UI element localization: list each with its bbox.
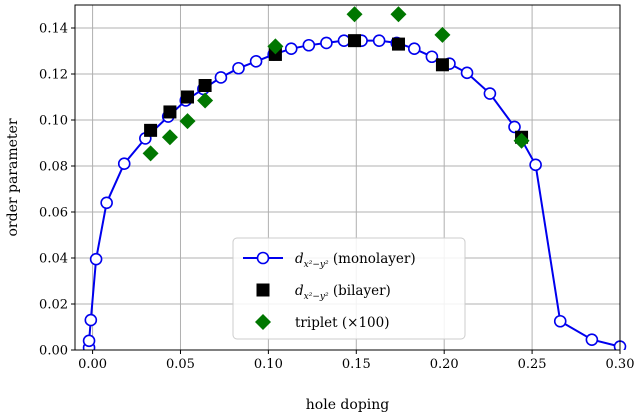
data-point <box>434 26 451 43</box>
data-point <box>425 50 439 64</box>
y-tick-label: 0.08 <box>39 160 68 175</box>
legend-label-subscript: x²−y² <box>304 292 329 302</box>
plot-frame <box>74 4 621 351</box>
y-tick-label: 0.14 <box>39 22 68 37</box>
data-point <box>302 38 316 52</box>
data-point <box>337 34 351 47</box>
data-point <box>483 87 497 100</box>
data-point <box>390 6 407 23</box>
legend-label-suffix: (monolayer) <box>329 251 416 267</box>
data-point <box>198 79 212 92</box>
legend-label-main: d <box>295 283 304 299</box>
legend-item: dx²−y² (bilayer) <box>256 283 391 302</box>
data-point <box>197 92 214 109</box>
data-point <box>142 145 159 162</box>
legend: dx²−y² (monolayer)dx²−y² (bilayer)triple… <box>232 237 466 340</box>
data-point <box>435 58 449 72</box>
y-tick-label: 0.10 <box>39 114 68 129</box>
data-point <box>585 333 599 346</box>
legend-item: triplet (×100) <box>255 314 389 331</box>
data-point <box>144 123 158 137</box>
x-tick-label: 0.10 <box>254 357 283 372</box>
data-point <box>320 36 333 50</box>
data-point <box>267 38 284 55</box>
data-point <box>284 42 298 56</box>
y-tick-label: 0.12 <box>39 68 68 83</box>
y-axis-title: order parameter <box>5 118 21 236</box>
grid <box>75 5 621 351</box>
data-point <box>163 105 177 119</box>
x-tick-label: 0.00 <box>78 357 107 372</box>
legend-label: dx²−y² (bilayer) <box>295 283 391 302</box>
data-point <box>268 47 282 61</box>
data-point <box>249 55 263 68</box>
y-tick-label: 0.02 <box>39 298 68 313</box>
data-point <box>408 42 421 56</box>
data-point <box>348 34 362 48</box>
data-point <box>529 158 542 172</box>
y-tick-label: 0.00 <box>39 344 68 359</box>
y-tick-label: 0.06 <box>39 206 68 221</box>
data-point <box>89 252 103 266</box>
series-2 <box>142 6 530 162</box>
y-tick-label: 0.04 <box>39 252 68 267</box>
legend-label-main: d <box>295 251 304 267</box>
legend-box <box>232 237 466 340</box>
plot-area <box>82 6 627 350</box>
data-point <box>232 61 245 75</box>
data-point <box>460 66 474 80</box>
data-point <box>214 71 228 84</box>
data-point <box>553 314 567 328</box>
data-point <box>346 6 363 23</box>
x-tick-label: 0.05 <box>166 357 195 372</box>
data-point <box>100 196 113 210</box>
legend-item: dx²−y² (monolayer) <box>243 251 416 270</box>
series-1 <box>144 34 529 144</box>
data-point <box>161 129 178 146</box>
legend-label: dx²−y² (monolayer) <box>295 251 416 270</box>
x-tick-label: 0.25 <box>518 357 547 372</box>
legend-marker <box>255 314 271 330</box>
legend-marker <box>256 283 270 297</box>
data-point <box>117 157 131 170</box>
data-point <box>391 37 405 51</box>
data-point <box>508 120 521 134</box>
x-tick-label: 0.30 <box>606 357 635 372</box>
x-axis-title: hole doping <box>306 397 390 413</box>
data-point <box>179 113 196 130</box>
data-point <box>513 132 530 149</box>
ticks: 0.00 0.05 0.10 0.15 0.20 0.25 0.30 0.00 0.02 0.04… <box>39 22 634 373</box>
data-point <box>84 313 98 327</box>
data-point <box>181 90 195 104</box>
x-tick-label: 0.15 <box>342 357 371 372</box>
legend-marker <box>256 251 270 265</box>
data-point <box>82 334 96 348</box>
legend-label: triplet (×100) <box>295 315 389 331</box>
legend-label-subscript: x²−y² <box>304 260 329 270</box>
data-point <box>372 34 386 47</box>
legend-label-suffix: (bilayer) <box>329 283 391 299</box>
x-tick-label: 0.20 <box>430 357 459 372</box>
